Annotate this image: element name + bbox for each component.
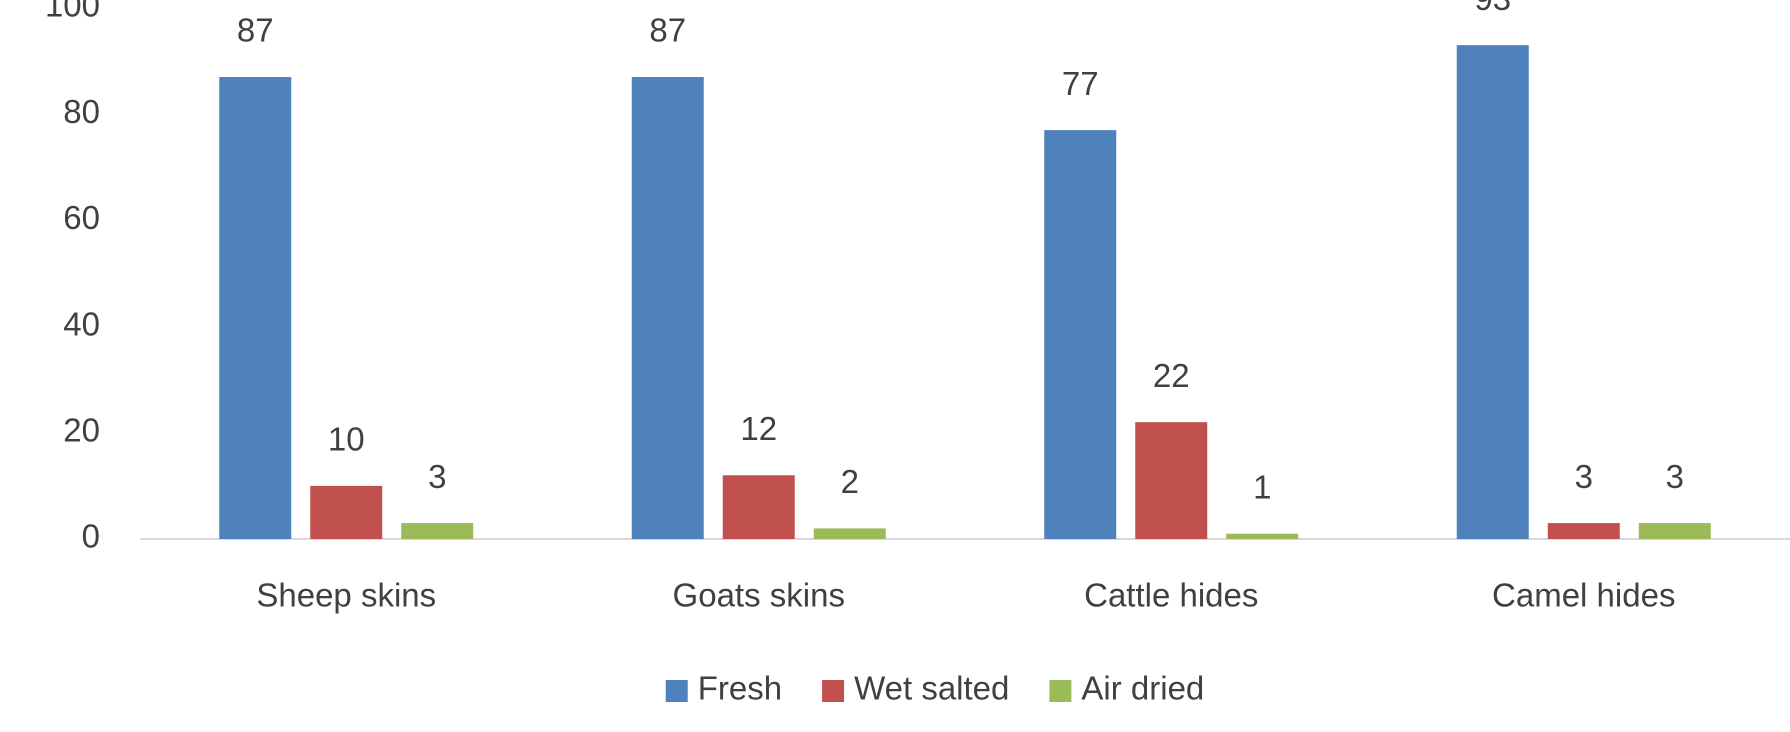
y-tick-label: 20 — [63, 412, 100, 449]
y-tick-label: 0 — [82, 518, 100, 555]
data-label: 77 — [1062, 65, 1099, 102]
bar — [631, 77, 704, 539]
data-label: 1 — [1253, 468, 1271, 505]
bar — [1547, 523, 1620, 539]
x-tick-label: Camel hides — [1492, 577, 1675, 614]
data-label: 3 — [1575, 458, 1593, 495]
y-tick-label: 40 — [63, 305, 100, 342]
legend-label: Air dried — [1081, 670, 1204, 707]
legend-label: Wet salted — [854, 670, 1009, 707]
data-label: 93 — [1474, 0, 1511, 17]
y-tick-label: 80 — [63, 93, 100, 130]
data-label: 10 — [328, 421, 365, 458]
data-label: 2 — [841, 463, 859, 500]
bar — [1456, 45, 1529, 540]
bar — [310, 485, 383, 539]
bar — [722, 475, 795, 539]
legend-swatch — [822, 680, 845, 702]
data-label: 3 — [1666, 458, 1684, 495]
x-tick-label: Cattle hides — [1084, 577, 1258, 614]
data-label: 87 — [649, 12, 686, 49]
data-label: 12 — [740, 410, 777, 447]
bar — [1226, 533, 1299, 539]
data-label: 3 — [428, 458, 446, 495]
legend-label: Fresh — [698, 670, 782, 707]
bar — [401, 523, 474, 539]
bar — [219, 77, 292, 539]
legend-swatch — [665, 680, 688, 702]
legend-swatch — [1049, 680, 1072, 702]
x-tick-label: Goats skins — [673, 577, 845, 614]
y-tick-label: 60 — [63, 199, 100, 236]
y-tick-label: 100 — [45, 0, 100, 24]
x-tick-label: Sheep skins — [256, 577, 436, 614]
data-label: 87 — [237, 12, 274, 49]
bar — [1135, 422, 1208, 539]
data-label: 22 — [1153, 357, 1190, 394]
bar — [1638, 523, 1711, 539]
bar — [1044, 130, 1117, 539]
bar — [813, 528, 886, 539]
